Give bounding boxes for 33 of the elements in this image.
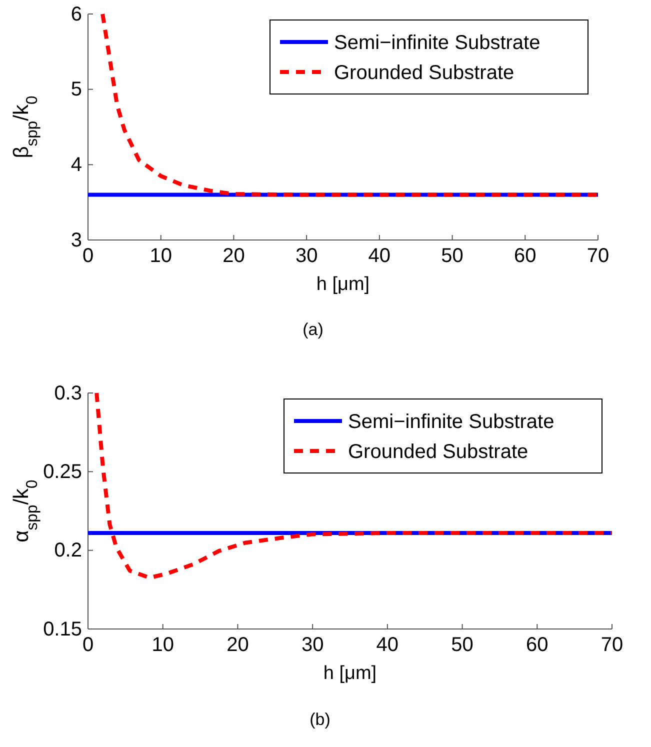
text: (a) (302, 320, 324, 339)
y-tick-label: 0.25 (43, 461, 82, 484)
x-tick-label: 0 (82, 245, 94, 268)
y-tick-label: 0.15 (43, 618, 82, 640)
legend-label: Semi−infinite Substrate (334, 32, 540, 54)
text: (b) (310, 710, 330, 729)
x-tick-label: 0 (82, 634, 94, 656)
x-tick-label: 50 (451, 634, 474, 656)
x-tick-label: 30 (295, 245, 318, 268)
x-tick-label: 60 (514, 245, 536, 268)
x-axis-title: h [μm] (316, 274, 370, 295)
line-series (94, 391, 614, 580)
y-tick-label: 6 (70, 3, 82, 26)
x-tick-label: 10 (152, 634, 174, 656)
x-tick-label: 70 (600, 634, 624, 656)
x-tick-label: 20 (222, 245, 245, 268)
x-tick-label: 40 (368, 245, 391, 268)
legend-label: Semi−infinite Substrate (348, 411, 554, 433)
x-tick-label: 30 (301, 634, 324, 656)
y-tick-label: 0.3 (54, 382, 82, 404)
x-tick-label: 10 (150, 245, 172, 268)
x-tick-label: 60 (526, 634, 548, 656)
x-tick-label: 70 (586, 245, 610, 268)
x-tick-label: 50 (441, 245, 464, 268)
y-tick-label: 3 (70, 229, 82, 252)
x-axis-title: h [μm] (323, 663, 377, 684)
legend-label: Grounded Substrate (334, 62, 514, 84)
y-tick-label: 0.2 (54, 540, 82, 562)
legend-label: Grounded Substrate (348, 441, 528, 463)
x-tick-label: 40 (376, 634, 399, 656)
x-tick-label: 20 (226, 634, 249, 656)
y-tick-label: 4 (70, 154, 82, 176)
y-tick-label: 5 (70, 78, 82, 101)
